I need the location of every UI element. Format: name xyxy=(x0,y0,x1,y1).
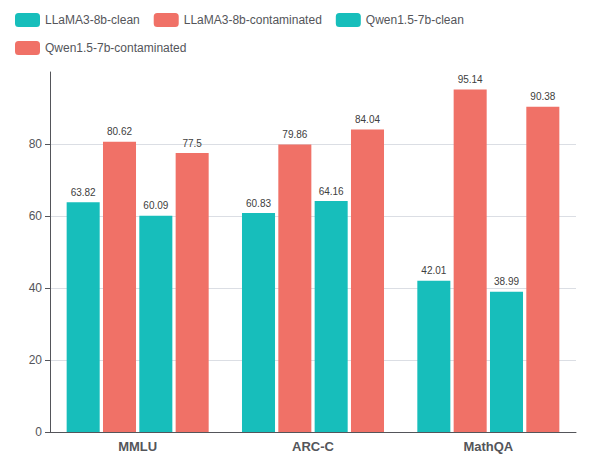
svg-text:77.5: 77.5 xyxy=(182,138,202,149)
svg-text:80: 80 xyxy=(29,137,43,151)
svg-text:60: 60 xyxy=(29,209,43,223)
svg-text:MMLU: MMLU xyxy=(118,439,157,454)
svg-text:90.38: 90.38 xyxy=(530,91,555,102)
svg-text:LLaMA3-8b-contaminated: LLaMA3-8b-contaminated xyxy=(184,13,322,27)
svg-text:MathQA: MathQA xyxy=(463,439,513,454)
svg-text:Qwen1.5-7b-clean: Qwen1.5-7b-clean xyxy=(366,13,464,27)
svg-text:79.86: 79.86 xyxy=(282,129,307,140)
svg-text:95.14: 95.14 xyxy=(458,74,483,85)
svg-text:63.82: 63.82 xyxy=(71,187,96,198)
svg-text:40: 40 xyxy=(29,281,43,295)
svg-text:ARC-C: ARC-C xyxy=(292,439,334,454)
svg-text:LLaMA3-8b-clean: LLaMA3-8b-clean xyxy=(45,13,140,27)
svg-text:0: 0 xyxy=(35,425,42,439)
svg-text:64.16: 64.16 xyxy=(319,186,344,197)
svg-text:Qwen1.5-7b-contaminated: Qwen1.5-7b-contaminated xyxy=(45,41,186,55)
svg-text:80.62: 80.62 xyxy=(107,126,132,137)
svg-text:60.83: 60.83 xyxy=(246,198,271,209)
svg-text:84.04: 84.04 xyxy=(355,114,380,125)
svg-text:20: 20 xyxy=(29,353,43,367)
svg-text:38.99: 38.99 xyxy=(494,276,519,287)
svg-text:60.09: 60.09 xyxy=(143,200,168,211)
svg-text:42.01: 42.01 xyxy=(421,265,446,276)
